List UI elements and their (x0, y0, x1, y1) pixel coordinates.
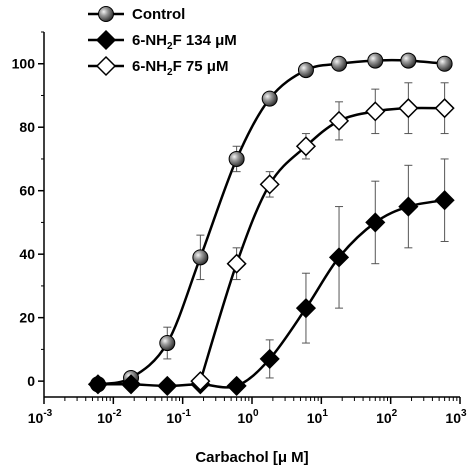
data-point-75 (365, 101, 386, 122)
data-point-75 (295, 136, 317, 157)
legend-marker-75 (95, 55, 117, 77)
x-axis-title: Carbachol [μ M] (195, 449, 308, 466)
data-point-134 (328, 247, 350, 268)
data-point-75 (328, 110, 350, 131)
x-tick-label-exponent: -2 (113, 408, 122, 419)
x-tick-label-exponent: -1 (182, 408, 191, 419)
x-tick-label-base: 10 (166, 410, 182, 426)
x-tick-label: 10-1 (166, 408, 191, 426)
data-point-134 (434, 190, 455, 211)
y-tick-label: 20 (19, 310, 35, 326)
data-point-134 (295, 298, 317, 319)
x-tick-label: 103 (445, 408, 467, 426)
data-point-134 (259, 348, 280, 369)
x-tick-label: 102 (376, 408, 398, 426)
data-point-75 (398, 98, 419, 119)
legend-label-134: 6-NH2F 134 μM (132, 32, 237, 52)
y-tick-label: 100 (12, 56, 36, 72)
data-point-134 (398, 196, 419, 217)
x-tick-label-base: 10 (97, 410, 113, 426)
legend-label-75-main: 6-NH (132, 58, 167, 75)
data-point-control (261, 90, 278, 107)
fit-curves (97, 58, 445, 389)
legend-label-75: 6-NH2F 75 μM (132, 58, 228, 78)
data-point-75 (226, 253, 247, 274)
legend-label-75-rest: F 75 μM (173, 58, 229, 75)
x-tick-label-base: 10 (237, 410, 253, 426)
legend-label-75-sub: 2 (167, 67, 173, 78)
x-tick-label-exponent: 0 (253, 408, 259, 419)
y-tick-label: 60 (19, 183, 35, 199)
x-tick-label-exponent: 2 (392, 408, 398, 419)
legend-label-134-sub: 2 (167, 41, 173, 52)
legend: Control 6-NH2F 134 μM 6-NH2F 75 μM (88, 6, 237, 78)
x-tick-label-exponent: -3 (43, 408, 52, 419)
legend-symbol-134 (95, 29, 117, 51)
data-point-control (228, 150, 245, 167)
x-tick-label-base: 10 (376, 410, 392, 426)
data-point-134 (87, 374, 109, 395)
legend-symbol-control (98, 6, 114, 22)
x-tick-label-exponent: 1 (322, 408, 328, 419)
x-tick-label-exponent: 3 (461, 408, 467, 419)
legend-label-134-rest: F 134 μM (173, 32, 237, 49)
x-tick-label-base: 10 (445, 410, 461, 426)
legend-marker-control (98, 6, 114, 22)
error-bars (163, 82, 449, 379)
data-point-134 (365, 212, 386, 233)
data-point-75 (190, 371, 211, 392)
data-point-134 (120, 374, 142, 395)
legend-symbol-75 (95, 55, 117, 77)
data-point-134 (226, 375, 247, 396)
x-tick-label: 101 (307, 408, 329, 426)
legend-marker-134 (95, 29, 117, 51)
data-point-control (159, 335, 176, 352)
plot-frame (43, 32, 460, 398)
x-tick-label: 10-3 (28, 408, 53, 426)
legend-label-134-main: 6-NH (132, 32, 167, 49)
data-point-control (297, 62, 314, 79)
x-tick-label-base: 10 (28, 410, 44, 426)
data-point-control (331, 55, 348, 72)
y-tick-label: 40 (19, 246, 35, 262)
x-tick-label-base: 10 (307, 410, 323, 426)
data-markers (87, 52, 455, 396)
data-point-control (436, 55, 453, 72)
legend-label-control: Control (132, 6, 185, 23)
data-point-control (192, 249, 209, 266)
data-point-75 (259, 174, 280, 195)
data-point-control (367, 52, 384, 69)
y-tick-label: 80 (19, 119, 35, 135)
x-tick-label: 10-2 (97, 408, 122, 426)
x-tick-label: 100 (237, 408, 259, 426)
y-tick-label: 0 (27, 373, 35, 389)
data-point-75 (434, 98, 455, 119)
data-point-134 (157, 375, 178, 396)
data-point-control (400, 52, 417, 69)
